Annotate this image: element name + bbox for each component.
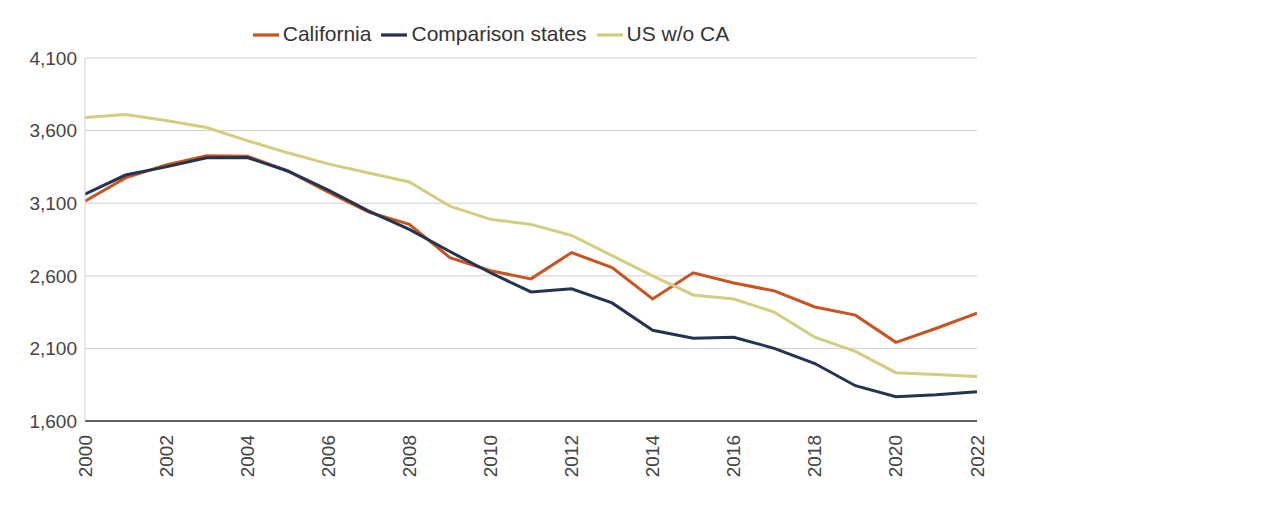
svg-text:2018: 2018 (804, 435, 825, 477)
svg-text:3,600: 3,600 (29, 120, 77, 141)
svg-text:2022: 2022 (967, 435, 988, 477)
svg-text:2000: 2000 (75, 435, 96, 477)
svg-text:2020: 2020 (885, 435, 906, 477)
svg-text:3,100: 3,100 (29, 193, 77, 214)
svg-text:2006: 2006 (318, 435, 339, 477)
html-text:California: California (282, 22, 372, 45)
svg-text:2004: 2004 (237, 435, 258, 478)
html-text:Comparison states: Comparison states (411, 22, 587, 45)
svg-text:2008: 2008 (399, 435, 420, 477)
svg-text:2014: 2014 (642, 435, 663, 478)
html-text:US w/o CA: US w/o CA (626, 22, 730, 45)
svg-text:2,600: 2,600 (29, 266, 77, 287)
svg-text:2,100: 2,100 (29, 338, 77, 359)
svg-text:1,600: 1,600 (29, 411, 77, 432)
svg-text:2010: 2010 (480, 435, 501, 477)
svg-text:4,100: 4,100 (29, 48, 77, 69)
svg-text:2012: 2012 (561, 435, 582, 477)
svg-text:2002: 2002 (156, 435, 177, 477)
svg-text:2016: 2016 (723, 435, 744, 477)
